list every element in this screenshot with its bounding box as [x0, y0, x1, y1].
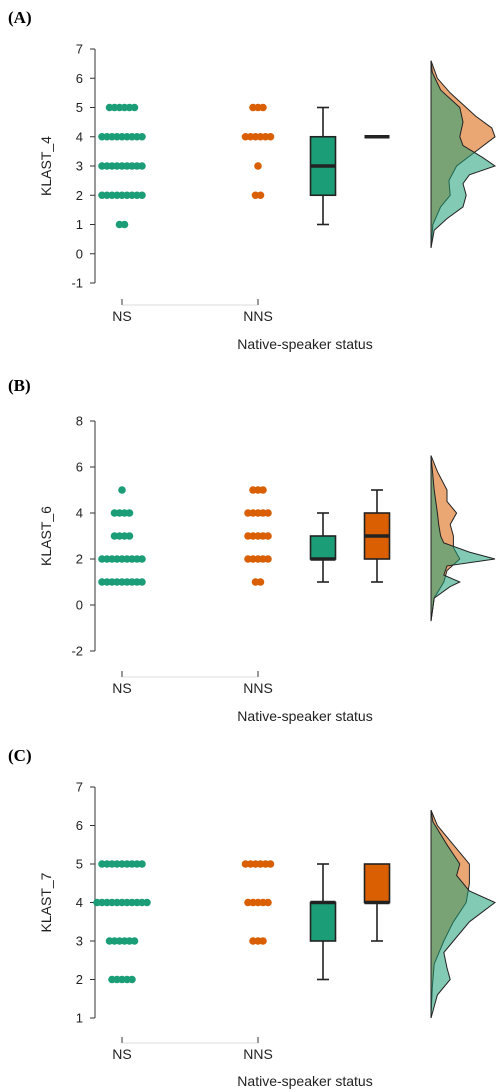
data-point	[125, 532, 134, 540]
y-tick-label: 6	[76, 460, 83, 475]
box-body	[363, 863, 391, 904]
density-ns	[430, 455, 496, 622]
data-point	[130, 937, 139, 945]
x-tick-label: NS	[112, 308, 131, 324]
x-tick-label: NS	[112, 1046, 131, 1062]
box-body	[309, 901, 337, 942]
y-tick-label: 3	[76, 159, 83, 174]
y-axis-label: KLAST_4	[38, 136, 54, 196]
density-ns	[430, 60, 496, 248]
data-point	[138, 555, 146, 563]
y-tick-label: 4	[76, 129, 83, 144]
panel-label: (A)	[8, 8, 32, 27]
y-tick-label: 6	[76, 818, 83, 833]
x-tick-label: NS	[112, 680, 131, 696]
y-axis-label: KLAST_6	[38, 506, 54, 566]
panel-label: (B)	[8, 376, 31, 395]
data-point	[138, 860, 146, 868]
y-axis-label: KLAST_7	[38, 872, 54, 932]
data-point	[118, 486, 126, 494]
y-tick-label: 6	[76, 71, 83, 86]
y-tick-label: 1	[76, 217, 83, 232]
chart-c: 1 2 3 4 5 6 7 KLAST_7 NS NNS Native-speaker status	[38, 780, 496, 1089]
y-tick-label: -1	[71, 276, 83, 291]
y-tick-label: 3	[76, 934, 83, 949]
y-tick-label: 2	[76, 188, 83, 203]
data-point	[138, 132, 146, 141]
y-tick-label: 5	[76, 100, 83, 115]
data-point	[264, 532, 272, 540]
box-body	[309, 535, 337, 560]
y-tick-label: 4	[76, 895, 83, 910]
y-tick-label: 8	[76, 414, 83, 429]
chart-a: -1 0 1 2 3 4 5 6 7 KLAST_4 NS NNS Native-speaker sta…	[38, 42, 496, 352]
data-point	[143, 898, 151, 907]
data-point	[259, 103, 267, 112]
data-point	[120, 220, 129, 229]
data-point	[259, 937, 267, 945]
y-tick-label: 5	[76, 857, 83, 872]
data-point	[138, 578, 146, 586]
y-tick-label: 7	[76, 42, 83, 57]
data-point	[264, 898, 272, 907]
panel-b: (B) -2 0 2 4 6 8 KLAST_6 NS NNS Native-speaker st…	[0, 362, 496, 728]
y-tick-label: 1	[76, 1011, 83, 1026]
data-point	[256, 578, 265, 586]
data-point	[128, 975, 136, 984]
data-point	[138, 191, 146, 200]
data-point	[254, 162, 262, 170]
panel-label: (C)	[8, 746, 32, 765]
data-point	[264, 509, 272, 517]
x-tick-label: NNS	[243, 308, 273, 324]
data-point	[266, 132, 275, 141]
chart-b: -2 0 2 4 6 8 KLAST_6 NS NNS Native-speaker status	[38, 414, 496, 724]
data-point	[266, 860, 275, 868]
x-axis-label: Native-speaker status	[237, 1073, 372, 1089]
x-tick-label: NNS	[243, 1046, 273, 1062]
panel-c: (C) 1 2 3 4 5 6 7 KLAST_7 NS NNS Native-speaker st…	[0, 728, 496, 1092]
data-point	[125, 509, 134, 517]
x-tick-label: NNS	[243, 680, 273, 696]
panel-a: (A) -1 0 1 2 3 4 5 6 7 KLAST_4 NS NNS Native-speaker…	[0, 0, 496, 362]
y-tick-label: 7	[76, 780, 83, 795]
density-ns	[430, 810, 496, 1019]
data-point	[259, 486, 267, 494]
y-tick-label: 0	[76, 598, 83, 613]
x-axis-label: Native-speaker status	[237, 336, 372, 352]
y-tick-label: 2	[76, 552, 83, 567]
y-tick-label: -2	[71, 644, 83, 659]
y-tick-label: 4	[76, 506, 83, 521]
y-tick-label: 0	[76, 246, 83, 261]
data-point	[256, 191, 265, 200]
data-point	[264, 555, 272, 563]
data-point	[138, 162, 146, 170]
x-axis-label: Native-speaker status	[237, 708, 372, 724]
y-tick-label: 2	[76, 972, 83, 987]
data-point	[130, 103, 139, 112]
